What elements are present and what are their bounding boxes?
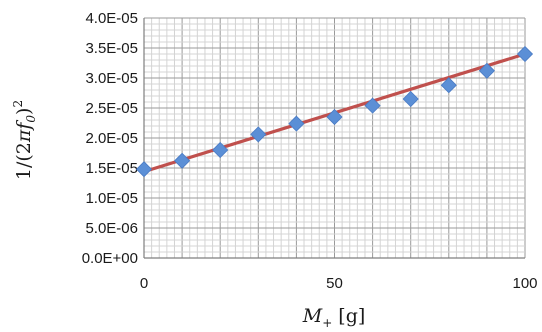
- grid-lines: [143, 17, 526, 259]
- data-point: [440, 77, 457, 94]
- x-axis-label: M+ [g]: [302, 305, 366, 330]
- data-points: [135, 45, 534, 178]
- data-point: [212, 141, 229, 159]
- x-tick-label: 50: [326, 275, 343, 292]
- y-axis-label-text: 1/(2πf0)2: [11, 100, 38, 180]
- data-point: [364, 97, 381, 114]
- y-axis-label: 1/(2πf0)2: [11, 100, 38, 180]
- data-point: [478, 62, 495, 79]
- x-tick-label: 100: [512, 275, 537, 292]
- data-point: [516, 45, 534, 63]
- x-tick-label: 0: [140, 275, 148, 292]
- data-point: [288, 115, 305, 132]
- axes: [143, 18, 525, 259]
- y-tick-label: 1.5E-05: [85, 160, 138, 177]
- y-tick-label: 0.0E+00: [82, 250, 138, 267]
- tick-labels: 0.0E+00 5.0E-06 1.0E-05 1.5E-05 2.0E-05 2.5E-…: [82, 10, 538, 292]
- y-tick-label: 5.0E-06: [85, 220, 138, 237]
- y-tick-label: 1.0E-05: [85, 190, 138, 207]
- y-tick-label: 4.0E-05: [85, 10, 138, 27]
- data-point: [135, 161, 153, 178]
- data-point: [250, 126, 267, 143]
- y-tick-label: 2.5E-05: [85, 100, 138, 117]
- y-tick-label: 3.5E-05: [85, 40, 138, 57]
- data-point: [402, 90, 419, 108]
- axis-labels: M+ [g] 1/(2πf0)2: [11, 100, 365, 330]
- y-tick-label: 3.0E-05: [85, 70, 138, 87]
- y-tick-label: 2.0E-05: [85, 130, 138, 147]
- data-point: [174, 152, 191, 169]
- data-point: [326, 108, 343, 126]
